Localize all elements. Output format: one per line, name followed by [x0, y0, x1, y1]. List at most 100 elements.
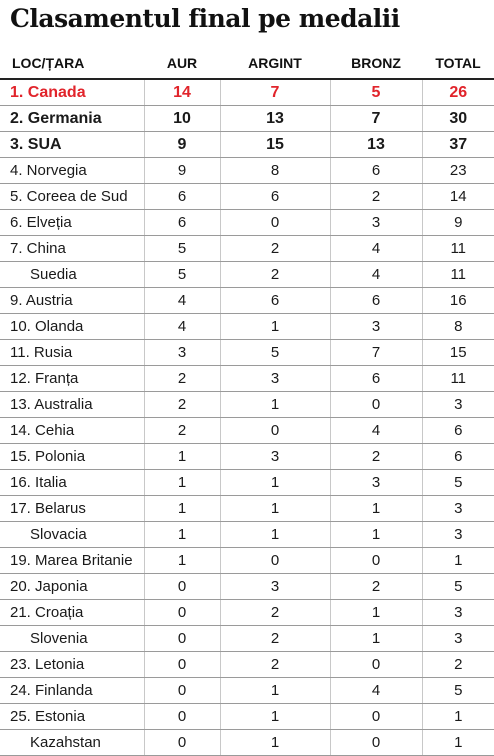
cell-country: Slovacia [0, 521, 144, 548]
table-row: 4. Norvegia 9 8 6 23 [0, 157, 494, 184]
table-row: Slovenia 0 2 1 3 [0, 625, 494, 652]
table-row: 7. China 5 2 4 11 [0, 235, 494, 262]
cell-bronze: 6 [329, 287, 422, 314]
cell-silver: 2 [219, 599, 330, 626]
cell-bronze: 13 [329, 131, 422, 158]
cell-total: 3 [421, 625, 494, 652]
cell-gold: 0 [143, 625, 220, 652]
cell-total: 3 [421, 521, 494, 548]
table-row: 15. Polonia 1 3 2 6 [0, 443, 494, 470]
cell-silver: 2 [219, 625, 330, 652]
header-total: TOTAL [422, 48, 494, 80]
cell-total: 30 [421, 105, 494, 132]
cell-gold: 0 [143, 729, 220, 756]
table-row: 11. Rusia 3 5 7 15 [0, 339, 494, 366]
cell-gold: 0 [143, 651, 220, 678]
header-gold: AUR [144, 48, 220, 80]
cell-total: 11 [421, 261, 494, 288]
header-row: LOC/ȚARA AUR ARGINT BRONZ TOTAL [0, 48, 494, 80]
table-row: 25. Estonia 0 1 0 1 [0, 703, 494, 730]
cell-total: 5 [421, 677, 494, 704]
cell-total: 14 [421, 183, 494, 210]
cell-gold: 3 [143, 339, 220, 366]
header-country: LOC/ȚARA [0, 48, 144, 80]
cell-country: 25. Estonia [0, 703, 144, 730]
table-row: 6. Elveția 6 0 3 9 [0, 209, 494, 236]
cell-country: 16. Italia [0, 469, 144, 496]
table-body: 1. Canada 14 7 5 26 2. Germania 10 13 7 30 3. SUA 9… [0, 79, 494, 756]
table-row: Suedia 5 2 4 11 [0, 261, 494, 288]
table-row: 14. Cehia 2 0 4 6 [0, 417, 494, 444]
cell-total: 15 [421, 339, 494, 366]
table-row: 24. Finlanda 0 1 4 5 [0, 677, 494, 704]
cell-bronze: 0 [329, 703, 422, 730]
cell-bronze: 7 [329, 339, 422, 366]
table-row: 13. Australia 2 1 0 3 [0, 391, 494, 418]
cell-bronze: 4 [329, 417, 422, 444]
cell-silver: 6 [219, 183, 330, 210]
cell-total: 3 [421, 495, 494, 522]
cell-gold: 5 [143, 235, 220, 262]
cell-country: 15. Polonia [0, 443, 144, 470]
cell-bronze: 3 [329, 313, 422, 340]
cell-silver: 1 [219, 313, 330, 340]
table-row: 2. Germania 10 13 7 30 [0, 105, 494, 132]
table-row: 10. Olanda 4 1 3 8 [0, 313, 494, 340]
cell-country: 20. Japonia [0, 573, 144, 600]
cell-bronze: 0 [329, 391, 422, 418]
table-row: 3. SUA 9 15 13 37 [0, 131, 494, 158]
cell-total: 1 [421, 703, 494, 730]
cell-bronze: 0 [329, 547, 422, 574]
cell-silver: 1 [219, 677, 330, 704]
cell-gold: 6 [143, 209, 220, 236]
table-row: 21. Croația 0 2 1 3 [0, 599, 494, 626]
cell-silver: 1 [219, 391, 330, 418]
cell-silver: 13 [219, 105, 330, 132]
cell-gold: 14 [143, 79, 220, 106]
cell-silver: 2 [219, 235, 330, 262]
cell-gold: 0 [143, 703, 220, 730]
table-row: 17. Belarus 1 1 1 3 [0, 495, 494, 522]
cell-bronze: 5 [329, 79, 422, 106]
cell-silver: 3 [219, 365, 330, 392]
cell-bronze: 4 [329, 261, 422, 288]
cell-silver: 6 [219, 287, 330, 314]
cell-bronze: 1 [329, 599, 422, 626]
table-header: LOC/ȚARA AUR ARGINT BRONZ TOTAL [0, 48, 494, 80]
cell-gold: 6 [143, 183, 220, 210]
cell-total: 6 [421, 417, 494, 444]
cell-silver: 3 [219, 573, 330, 600]
table-row: 19. Marea Britanie 1 0 0 1 [0, 547, 494, 574]
header-silver: ARGINT [220, 48, 330, 80]
cell-gold: 0 [143, 677, 220, 704]
cell-total: 23 [421, 157, 494, 184]
cell-bronze: 3 [329, 209, 422, 236]
cell-silver: 1 [219, 703, 330, 730]
cell-bronze: 2 [329, 573, 422, 600]
cell-bronze: 2 [329, 443, 422, 470]
cell-total: 11 [421, 365, 494, 392]
cell-silver: 1 [219, 469, 330, 496]
cell-total: 16 [421, 287, 494, 314]
table-row: 20. Japonia 0 3 2 5 [0, 573, 494, 600]
cell-gold: 1 [143, 547, 220, 574]
cell-silver: 8 [219, 157, 330, 184]
cell-country: 2. Germania [0, 105, 144, 132]
cell-bronze: 4 [329, 677, 422, 704]
cell-gold: 5 [143, 261, 220, 288]
cell-bronze: 3 [329, 469, 422, 496]
cell-country: 7. China [0, 235, 144, 262]
cell-total: 1 [421, 729, 494, 756]
cell-total: 5 [421, 573, 494, 600]
cell-silver: 2 [219, 261, 330, 288]
cell-gold: 2 [143, 391, 220, 418]
cell-country: 6. Elveția [0, 209, 144, 236]
cell-bronze: 1 [329, 521, 422, 548]
cell-total: 8 [421, 313, 494, 340]
cell-country: 23. Letonia [0, 651, 144, 678]
cell-silver: 1 [219, 729, 330, 756]
cell-gold: 2 [143, 365, 220, 392]
cell-silver: 2 [219, 651, 330, 678]
cell-total: 6 [421, 443, 494, 470]
cell-country: 14. Cehia [0, 417, 144, 444]
